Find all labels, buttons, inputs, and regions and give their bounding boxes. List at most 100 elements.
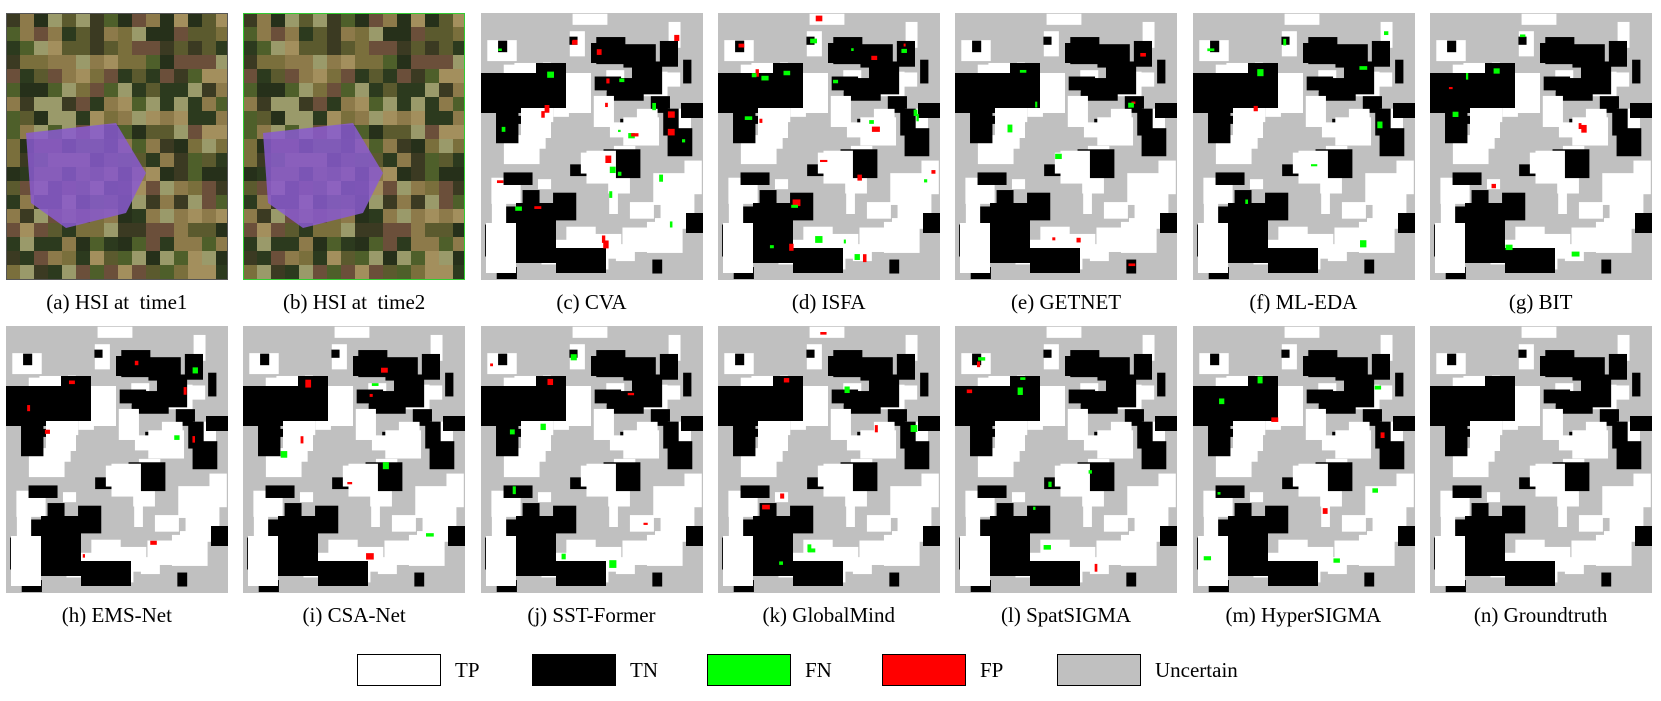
field (202, 139, 217, 154)
field (680, 416, 703, 431)
field (552, 192, 576, 221)
field (299, 83, 315, 98)
field (341, 97, 357, 112)
field (1617, 334, 1630, 361)
error-pixels (792, 199, 801, 207)
field (966, 200, 981, 224)
field (904, 128, 930, 157)
legend-label: TN (630, 658, 658, 682)
field (1571, 540, 1600, 565)
field (1127, 486, 1161, 518)
field (1452, 172, 1482, 185)
field (154, 515, 179, 532)
error-pixels (1052, 237, 1056, 241)
field (104, 111, 119, 126)
field (491, 200, 506, 224)
field (722, 223, 753, 273)
field (383, 55, 399, 70)
field (1127, 173, 1161, 205)
field (328, 386, 354, 426)
field (174, 13, 189, 28)
field (623, 357, 656, 381)
field (383, 69, 399, 84)
field (1012, 492, 1026, 503)
field (990, 203, 1031, 263)
error-pixels (604, 102, 608, 108)
error-pixels (1033, 506, 1036, 510)
field (188, 83, 203, 98)
error-pixels (1218, 398, 1224, 405)
error-pixels (869, 120, 874, 124)
error-pixels (369, 393, 374, 397)
field (921, 160, 939, 195)
field (439, 69, 455, 84)
field (76, 251, 91, 266)
error-pixels (1270, 417, 1278, 422)
field (216, 69, 228, 84)
field (453, 195, 466, 210)
field (1504, 248, 1555, 273)
field (1514, 73, 1540, 113)
field (1067, 95, 1089, 127)
field (960, 223, 991, 273)
field (243, 55, 259, 70)
field (20, 97, 35, 112)
field (216, 237, 228, 252)
field (1543, 389, 1570, 404)
field (341, 237, 357, 252)
field (372, 435, 407, 451)
field (809, 326, 845, 338)
field (202, 265, 217, 280)
field (148, 357, 181, 381)
field (453, 237, 466, 252)
field (1197, 223, 1228, 273)
field (188, 139, 203, 154)
field (787, 552, 807, 563)
field (243, 209, 259, 224)
field (1306, 389, 1333, 404)
field (1126, 259, 1137, 274)
field (960, 536, 991, 586)
field (327, 69, 343, 84)
field (285, 27, 301, 42)
field (411, 69, 427, 84)
field (772, 63, 803, 108)
field (118, 408, 139, 440)
field (1104, 202, 1129, 219)
field (62, 97, 77, 112)
field (341, 251, 357, 266)
field (1504, 561, 1555, 586)
field (425, 27, 441, 42)
field (552, 505, 576, 534)
field (1040, 73, 1066, 113)
field (831, 76, 858, 91)
field (146, 55, 161, 70)
field (132, 111, 147, 126)
field (425, 69, 441, 84)
error-pixels (761, 75, 769, 81)
field (34, 251, 49, 266)
field (520, 108, 551, 138)
field (1192, 73, 1248, 113)
field (174, 237, 189, 252)
field (341, 41, 357, 56)
field (651, 572, 662, 587)
field (202, 167, 217, 182)
field (369, 13, 385, 28)
field (20, 209, 35, 224)
field (91, 386, 116, 426)
field (48, 223, 63, 238)
field (174, 83, 189, 98)
field (397, 13, 413, 28)
field (76, 55, 91, 70)
field (1129, 218, 1162, 229)
field (1215, 172, 1245, 185)
field (1083, 499, 1093, 527)
field (48, 13, 63, 28)
field (917, 416, 940, 431)
panel-caption: (m) HyperSIGMA (1225, 603, 1382, 627)
field (132, 223, 147, 238)
field (397, 181, 413, 196)
field (1030, 248, 1081, 273)
field (312, 552, 332, 563)
